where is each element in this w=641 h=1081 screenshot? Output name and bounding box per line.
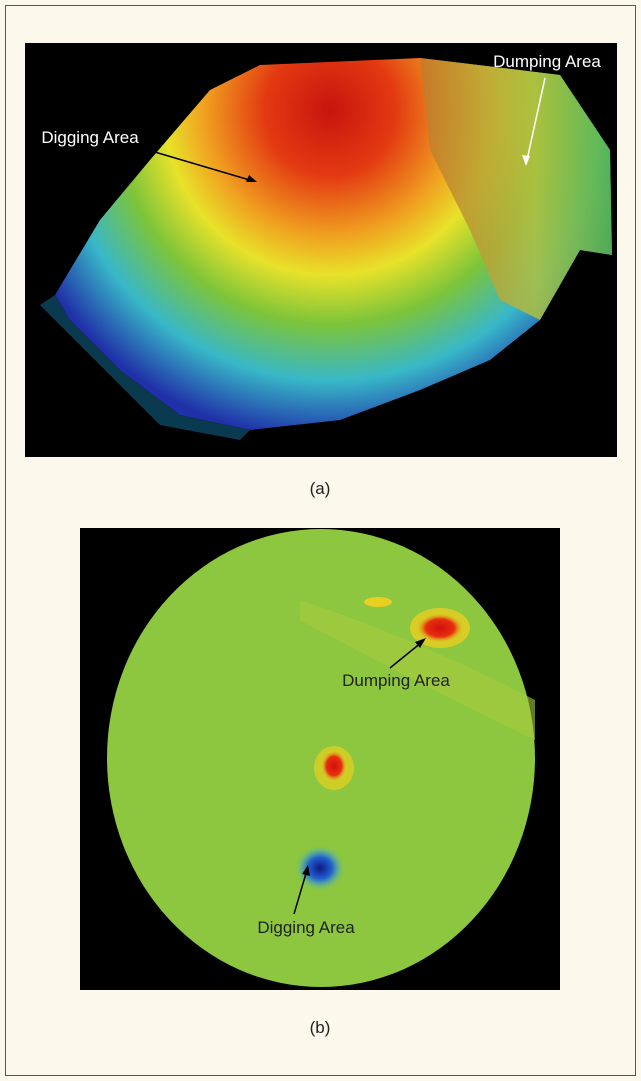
caption: (a) — [310, 479, 331, 498]
annotation: Digging Area — [257, 918, 355, 937]
figure: Digging Area Dumping Area (a) Dumping Ar… — [0, 0, 641, 1081]
blob — [416, 613, 464, 643]
annotation: Dumping Area — [493, 52, 601, 71]
caption: (b) — [310, 1018, 331, 1037]
page: {"figure": {"panels": [ {"caption": "(a)… — [0, 0, 641, 1081]
annotation: Dumping Area — [342, 671, 450, 690]
blob — [364, 597, 392, 607]
blob — [321, 750, 347, 782]
annotation: Digging Area — [41, 128, 139, 147]
